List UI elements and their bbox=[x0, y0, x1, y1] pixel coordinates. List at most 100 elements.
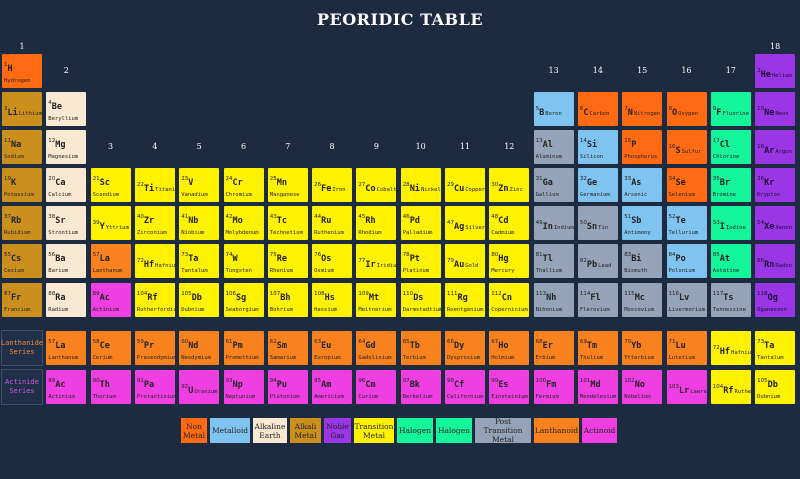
element-neodymium[interactable]: 60Nd Neodymium bbox=[178, 330, 221, 366]
element-tantalum[interactable]: 73Ta Tantalum bbox=[178, 243, 221, 279]
element-radium[interactable]: 88Ra Radium bbox=[45, 282, 88, 318]
element-californium[interactable]: 98Cf Californium bbox=[444, 369, 486, 405]
element-plutonium[interactable]: 94Pu Plutonium bbox=[266, 369, 309, 405]
element-sulfur[interactable]: 16SSulfur bbox=[665, 129, 708, 165]
element-phosphorus[interactable]: 15P Phosphorus bbox=[621, 129, 664, 165]
element-tantalum[interactable]: 73Ta Tantalum bbox=[754, 330, 797, 366]
element-silver[interactable]: 47AgSilver bbox=[444, 205, 486, 241]
legend-nonmetal[interactable]: Non Metal bbox=[180, 417, 208, 444]
element-boron[interactable]: 5BBoron bbox=[532, 91, 575, 127]
element-gadolinium[interactable]: 64Gd Gadolinium bbox=[355, 330, 398, 366]
element-terbium[interactable]: 65Tb Terbium bbox=[399, 330, 442, 366]
element-helium[interactable]: 2HeHelium bbox=[754, 53, 797, 89]
element-ruthenium[interactable]: 44Ru Ruthenium bbox=[311, 205, 354, 241]
element-dubnium[interactable]: 105Db Dubnium bbox=[178, 282, 221, 318]
element-chlorine[interactable]: 17Cl Chlorine bbox=[709, 129, 752, 165]
element-oxygen[interactable]: 8OOxygen bbox=[665, 91, 708, 127]
element-chromium[interactable]: 24Cr Chromium bbox=[222, 167, 265, 203]
element-titanium[interactable]: 22TiTitanium bbox=[133, 167, 176, 203]
element-nihonium[interactable]: 113Nh Nihonium bbox=[532, 282, 575, 318]
element-tennessine[interactable]: 117Ts Tennessine bbox=[709, 282, 752, 318]
element-manganese[interactable]: 25Mn Manganese bbox=[266, 167, 309, 203]
element-hafnium[interactable]: 72HfHafnium bbox=[133, 243, 176, 279]
element-calcium[interactable]: 20Ca Calcium bbox=[45, 167, 88, 203]
element-francium[interactable]: 87Fr Francium bbox=[1, 282, 43, 318]
element-zinc[interactable]: 30ZnZinc bbox=[488, 167, 531, 203]
element-bismuth[interactable]: 83Bi Bismuth bbox=[621, 243, 664, 279]
legend-noble[interactable]: Noble Gas bbox=[323, 417, 352, 444]
element-lanthanum[interactable]: 57La Lanthanum bbox=[45, 330, 88, 366]
element-silicon[interactable]: 14Si Silicon bbox=[576, 129, 619, 165]
element-tungsten[interactable]: 74W Tungsten bbox=[222, 243, 265, 279]
element-rhenium[interactable]: 75Re Rhenium bbox=[266, 243, 309, 279]
element-vanadium[interactable]: 23V Vanadium bbox=[178, 167, 221, 203]
element-tin[interactable]: 50SnTin bbox=[576, 205, 619, 241]
element-iridium[interactable]: 77IrIridium bbox=[355, 243, 398, 279]
element-barium[interactable]: 56Ba Barium bbox=[45, 243, 88, 279]
element-actinium[interactable]: 89Ac Actinium bbox=[89, 282, 132, 318]
element-americium[interactable]: 95Am Americium bbox=[311, 369, 354, 405]
element-iron[interactable]: 26FeIron bbox=[311, 167, 354, 203]
element-lawrencium[interactable]: 103LrLawrencium bbox=[665, 369, 708, 405]
element-rubidium[interactable]: 37Rb Rubidium bbox=[1, 205, 43, 241]
element-mendelevium[interactable]: 101Md Mendelevium bbox=[576, 369, 619, 405]
element-dubnium[interactable]: 105Db Dubnium bbox=[754, 369, 797, 405]
element-niobium[interactable]: 41Nb Niobium bbox=[178, 205, 221, 241]
element-bohrium[interactable]: 107Bh Bohrium bbox=[266, 282, 309, 318]
element-seaborgium[interactable]: 106Sg Seaborgium bbox=[222, 282, 265, 318]
element-krypton[interactable]: 36Kr Krypton bbox=[754, 167, 797, 203]
element-livermorium[interactable]: 116Lv Livermorium bbox=[665, 282, 708, 318]
element-arsenic[interactable]: 33As Arsenic bbox=[621, 167, 664, 203]
legend-halogen[interactable]: Halogen bbox=[396, 417, 434, 444]
element-erbium[interactable]: 68Er Erbium bbox=[532, 330, 575, 366]
element-yttrium[interactable]: 39YYttrium bbox=[89, 205, 132, 241]
element-cobalt[interactable]: 27CoCobalt bbox=[355, 167, 398, 203]
element-neptunium[interactable]: 93Np Neptunium bbox=[222, 369, 265, 405]
element-selenium[interactable]: 34Se Selenium bbox=[665, 167, 708, 203]
element-actinium[interactable]: 89Ac Actinium bbox=[45, 369, 88, 405]
element-technetium[interactable]: 43Tc Technetium bbox=[266, 205, 309, 241]
element-neon[interactable]: 10NeNeon bbox=[754, 91, 797, 127]
element-hydrogen[interactable]: 1H Hydrogen bbox=[1, 53, 43, 89]
element-thulium[interactable]: 69Tm Thulium bbox=[576, 330, 619, 366]
element-carbon[interactable]: 6CCarbon bbox=[576, 91, 619, 127]
element-scandium[interactable]: 21Sc Scandium bbox=[89, 167, 132, 203]
element-xenon[interactable]: 54XeXenon bbox=[754, 205, 797, 241]
element-cerium[interactable]: 58Ce Cerium bbox=[89, 330, 132, 366]
element-hafnium[interactable]: 72HfHafnium bbox=[709, 330, 752, 366]
element-argon[interactable]: 18ArArgon bbox=[754, 129, 797, 165]
element-protactinium[interactable]: 91Pa Protactinium bbox=[133, 369, 176, 405]
legend-posttransition[interactable]: Post Transition Metal bbox=[474, 417, 532, 444]
element-lutetium[interactable]: 71Lu Lutetium bbox=[665, 330, 708, 366]
element-aluminum[interactable]: 13Al Aluminum bbox=[532, 129, 575, 165]
element-bromine[interactable]: 35Br Bromine bbox=[709, 167, 752, 203]
element-potassium[interactable]: 19K Potassium bbox=[1, 167, 43, 203]
element-berkelium[interactable]: 97Bk Berkelium bbox=[399, 369, 442, 405]
element-rhodium[interactable]: 45Rh Rhodium bbox=[355, 205, 398, 241]
element-palladium[interactable]: 46Pd Palladium bbox=[399, 205, 442, 241]
element-uranium[interactable]: 92UUranium bbox=[178, 369, 221, 405]
element-curium[interactable]: 96Cm Curium bbox=[355, 369, 398, 405]
element-thallium[interactable]: 81Tl Thallium bbox=[532, 243, 575, 279]
element-beryllium[interactable]: 4Be Beryllium bbox=[45, 91, 88, 127]
element-samarium[interactable]: 62Sm Samarium bbox=[266, 330, 309, 366]
element-astatine[interactable]: 85At Astatine bbox=[709, 243, 752, 279]
element-polonium[interactable]: 84Po Polonium bbox=[665, 243, 708, 279]
element-indium[interactable]: 49InIndium bbox=[532, 205, 575, 241]
element-cesium[interactable]: 55Cs Cesium bbox=[1, 243, 43, 279]
element-flerovium[interactable]: 114Fl Flerovium bbox=[576, 282, 619, 318]
element-moscovium[interactable]: 115Mc Moscovium bbox=[621, 282, 664, 318]
element-roentgenium[interactable]: 111Rg Roentgenium bbox=[444, 282, 486, 318]
element-antimony[interactable]: 51Sb Antimony bbox=[621, 205, 664, 241]
element-lanthanum[interactable]: 57La Lanthanum bbox=[89, 243, 132, 279]
element-fermium[interactable]: 100Fm Fermium bbox=[532, 369, 575, 405]
legend-actinide[interactable]: Actinoid bbox=[581, 417, 618, 444]
element-mercury[interactable]: 80Hg Mercury bbox=[488, 243, 531, 279]
element-iodine[interactable]: 53IIodine bbox=[709, 205, 752, 241]
element-dysprosium[interactable]: 66Dy Dysprosium bbox=[444, 330, 486, 366]
element-molybdenum[interactable]: 42Mo Molybdenum bbox=[222, 205, 265, 241]
element-strontium[interactable]: 38Sr Strontium bbox=[45, 205, 88, 241]
legend-alkali[interactable]: Alkali Metal bbox=[289, 417, 322, 444]
